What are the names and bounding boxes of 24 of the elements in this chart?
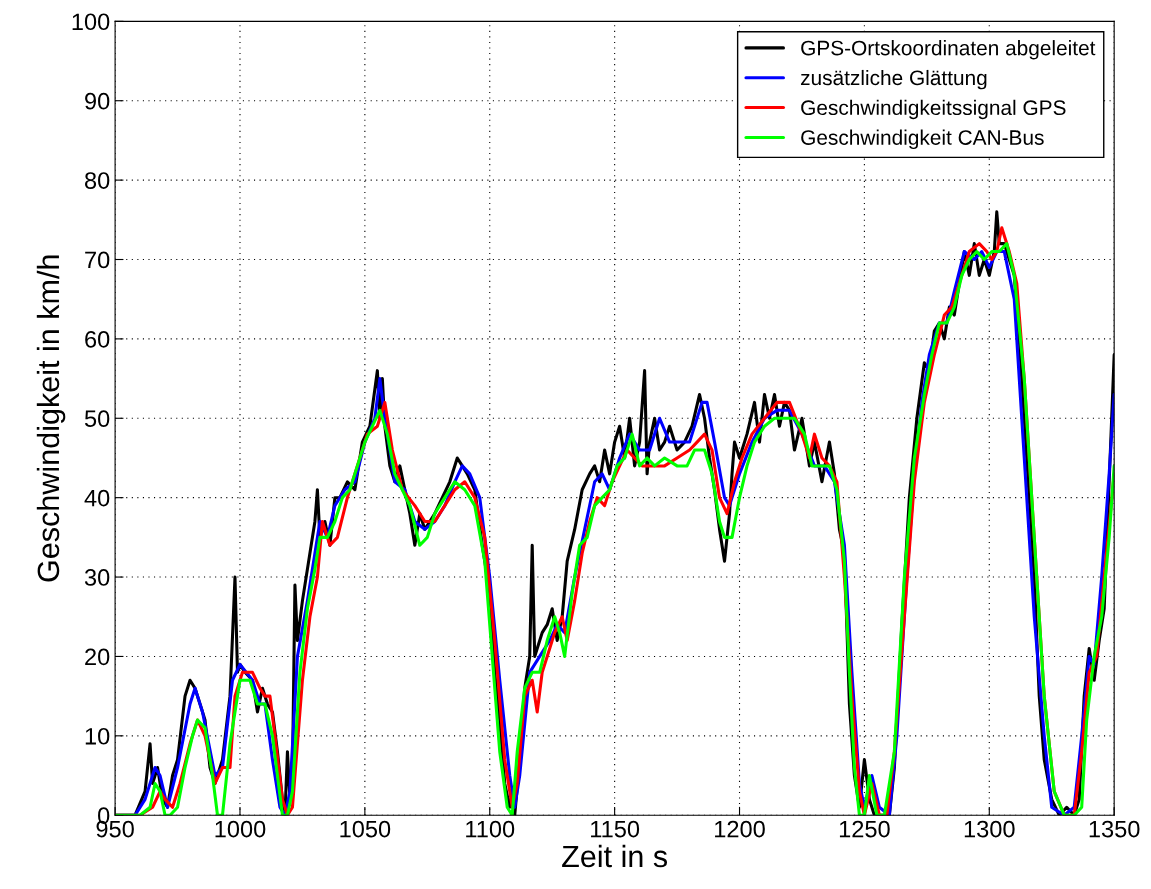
x-tick-label: 1250: [839, 820, 890, 838]
x-tick-label: 1050: [340, 820, 391, 838]
y-tick-label: 90: [85, 92, 110, 110]
y-tick-label: 100: [72, 13, 110, 31]
legend-label: GPS-Ortskoordinaten abgeleitet: [801, 40, 1096, 60]
x-tick-label: 1350: [1089, 820, 1140, 838]
y-tick-label: 60: [85, 330, 110, 348]
x-tick-label: 1000: [215, 820, 266, 838]
x-tick-label: 1100: [466, 820, 515, 838]
x-tick-label: 1200: [715, 820, 765, 838]
legend-label: Geschwindigkeitssignal GPS: [801, 99, 1066, 120]
x-tick-label: 1150: [591, 820, 640, 838]
y-tick-label: 30: [84, 569, 110, 586]
legend-label: Geschwindigkeit CAN-Bus: [801, 129, 1044, 150]
x-axis-title: Zeit in s: [562, 844, 668, 868]
x-tick-label: 1300: [964, 820, 1015, 838]
y-tick-label: 50: [84, 410, 110, 428]
y-tick-label: 70: [85, 251, 110, 269]
y-tick-label: 80: [85, 172, 110, 189]
legend-label: zusätzliche Glättung: [800, 69, 987, 90]
y-axis-title: Geschwindigkeit in km/h: [36, 255, 66, 582]
y-tick-label: 40: [84, 489, 110, 507]
y-tick-label: 10: [85, 727, 110, 745]
y-tick-label: 20: [85, 648, 110, 666]
